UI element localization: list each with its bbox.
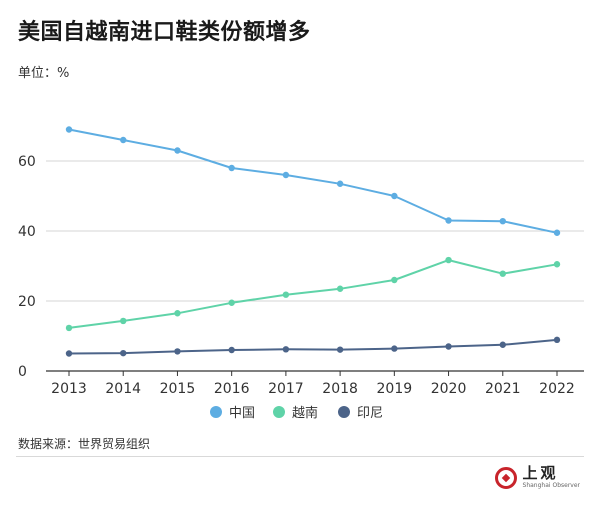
data-point [499,341,506,348]
grid-lines [46,160,584,372]
y-axis-ticks: 0 20 40 60 [18,154,36,380]
x-tick-label: 2015 [160,381,196,397]
data-point [553,336,561,344]
logo-text-en: Shanghai Observer [522,482,580,489]
data-point [65,126,73,133]
data-point [445,256,452,264]
line-chart: 0 20 40 60 2013 2014 2015 2016 2017 2018 2019 2020… [18,126,584,421]
data-point [282,346,290,353]
x-tick-label: 2017 [268,381,304,397]
data-point [65,324,73,332]
data-point [65,350,73,357]
x-tick-label: 2018 [322,381,358,397]
series-lines [65,126,561,357]
brand-logo: 上观 Shanghai Observer [494,464,580,489]
y-tick-label: 60 [18,154,36,170]
data-point [499,218,506,225]
data-point [445,343,452,350]
x-tick-label: 2019 [377,381,413,397]
x-axis-ticks: 2013 2014 2015 2016 2017 2018 2019 2020 2021 2022 [51,371,575,397]
series-line-2 [68,338,558,355]
data-point [228,299,235,306]
data-point [553,229,561,236]
unit-label: 单位：% [18,66,70,81]
chart-title: 美国自越南进口鞋类份额增多 [18,20,311,45]
data-source: 数据来源：世界贸易组织 [18,437,151,451]
series-line-0 [68,128,558,234]
data-point [228,346,235,354]
data-point [282,171,290,179]
data-point [282,291,290,298]
x-tick-label: 2016 [214,381,250,397]
data-point [391,192,398,200]
x-tick-label: 2022 [539,381,575,397]
data-point [553,261,561,268]
logo-icon [494,466,517,489]
data-point [120,136,127,144]
x-tick-label: 2014 [105,381,141,397]
data-point [336,346,344,353]
y-tick-label: 40 [18,224,36,240]
legend-swatch [273,406,285,418]
series-line-1 [68,259,558,329]
data-point [336,285,344,292]
y-tick-label: 20 [18,294,36,310]
legend: 中国 越南 印尼 [210,405,383,421]
logo-text-cn: 上观 [522,464,559,482]
data-point [391,345,398,352]
data-point [499,270,506,277]
x-tick-label: 2020 [431,381,467,397]
legend-label: 印尼 [357,406,383,421]
x-tick-label: 2021 [485,381,521,397]
data-point [445,217,452,224]
legend-label: 越南 [292,405,318,421]
data-point [174,310,181,317]
footer-divider [16,456,584,457]
data-point [120,349,127,357]
data-point [174,348,181,355]
data-point [120,317,127,325]
legend-swatch [338,406,350,418]
data-point [228,164,235,172]
data-point [391,276,398,284]
y-tick-label: 0 [18,364,27,380]
data-point [174,147,181,154]
x-tick-label: 2013 [51,381,87,397]
legend-swatch [210,406,222,418]
data-point [336,180,344,187]
legend-label: 中国 [229,406,255,421]
